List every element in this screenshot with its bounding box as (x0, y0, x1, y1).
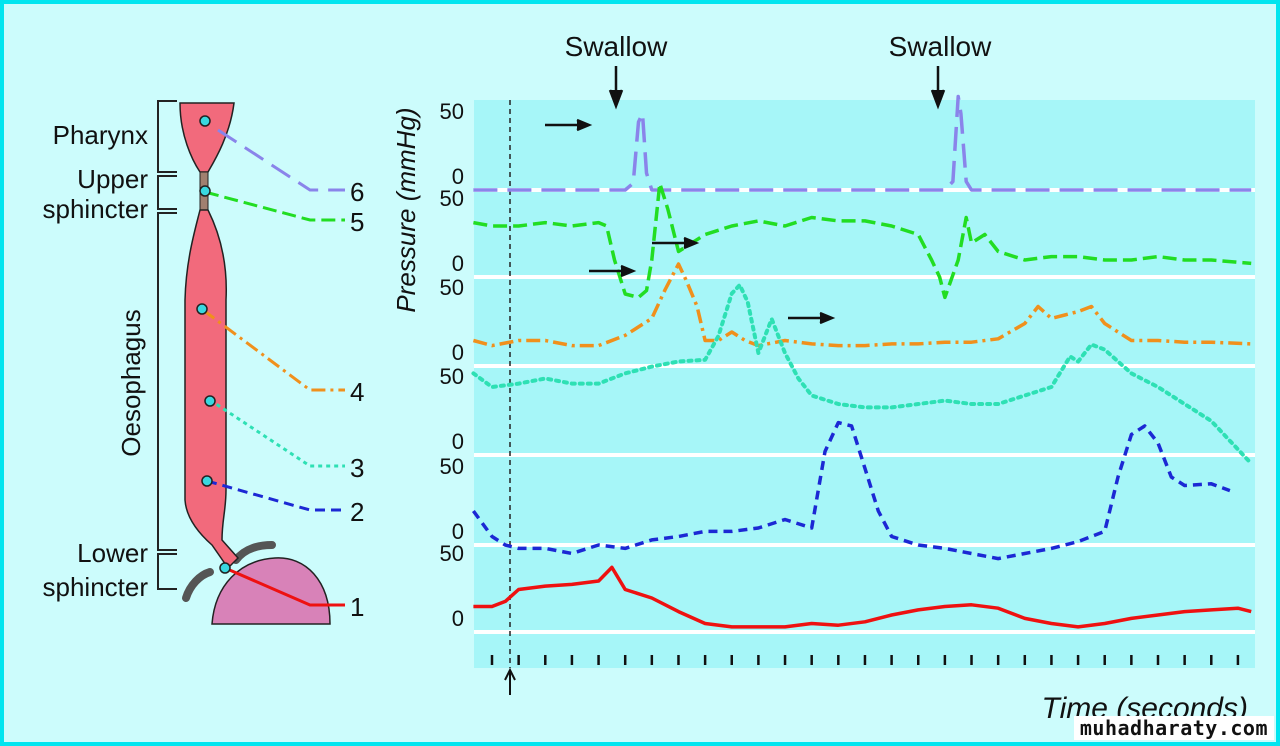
sensor-4 (196, 303, 208, 315)
y-tick-ch1-0: 0 (452, 606, 464, 631)
sensors (196, 115, 231, 574)
diaphragm-right (232, 541, 276, 564)
pharynx (179, 102, 235, 173)
sensor-number-1: 1 (350, 592, 364, 622)
y-tick-ch2-50: 50 (440, 454, 464, 479)
swallow-label-1: Swallow (565, 31, 668, 62)
label-pharynx: Pharynx (53, 120, 148, 150)
diaphragm-left (182, 568, 214, 602)
x-ticks (490, 655, 1240, 665)
label-upper-sphincter-2: sphincter (43, 194, 149, 224)
propagation-arrows (545, 118, 836, 325)
trace-channel-2 (471, 420, 1231, 561)
swallow-arrow-1-icon (608, 66, 624, 110)
trace-channel-5 (473, 181, 1252, 300)
y-tick-ch3-50: 50 (440, 364, 464, 389)
lead-1 (224, 566, 345, 607)
trace-channel-4 (472, 262, 1252, 348)
sensor-numbers: 65 4 3 2 1 (350, 177, 364, 622)
trace-channel-1 (473, 565, 1252, 629)
lead-6 (217, 128, 345, 192)
lead-5 (204, 190, 345, 222)
label-lower-sphincter-2: sphincter (43, 572, 149, 602)
anatomy-diagram (179, 102, 331, 625)
sensor-number-3: 3 (350, 453, 364, 483)
y-tick-ch6-50: 50 (440, 99, 464, 124)
pressure-traces (471, 94, 1254, 629)
sensor-leads (202, 128, 345, 607)
sensor-2 (201, 475, 213, 487)
sensor-6 (199, 115, 211, 127)
y-tick-ch3-0: 0 (452, 429, 464, 454)
sensor-1 (219, 562, 231, 574)
swallow-arrow-2-icon (930, 66, 946, 110)
y-tick-ch1-50: 50 (440, 541, 464, 566)
y-tick-ch4-50: 50 (440, 275, 464, 300)
y-tick-ch5-0: 0 (452, 251, 464, 276)
region-brackets (157, 100, 177, 590)
y-tick-ch4-0: 0 (452, 340, 464, 365)
label-upper-sphincter-1: Upper (77, 164, 148, 194)
sensor-number-4: 4 (350, 377, 364, 407)
y-tick-ch6-0: 0 (452, 164, 464, 189)
sensor-3 (204, 395, 216, 407)
sensor-5 (199, 185, 211, 197)
trace-channel-3 (471, 283, 1254, 466)
sensor-number-6: 6 (350, 177, 364, 207)
swallow-label-2: Swallow (889, 31, 992, 62)
y-axis-label: Pressure (mmHg) (391, 107, 421, 312)
sensor-number-5: 5 (350, 207, 364, 237)
y-tick-ch5-50: 50 (440, 186, 464, 211)
lead-3 (209, 398, 345, 468)
y-tick-ch2-0: 0 (452, 519, 464, 544)
trace-channel-6 (473, 94, 1252, 192)
oesophagus (184, 209, 240, 570)
arrow-right-icon (788, 311, 836, 325)
lead-2 (206, 479, 345, 512)
arrow-right-icon (545, 118, 593, 132)
arrow-right-icon (589, 264, 637, 278)
label-lower-sphincter-1: Lower (77, 538, 148, 568)
arrow-right-icon (652, 236, 700, 250)
start-arrow-icon (504, 667, 516, 695)
label-oesophagus: Oesophagus (116, 309, 146, 456)
watermark: muhadharaty.com (1073, 716, 1274, 740)
lead-4 (202, 308, 345, 392)
sensor-number-2: 2 (350, 497, 364, 527)
